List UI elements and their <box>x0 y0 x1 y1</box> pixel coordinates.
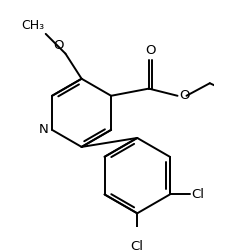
Text: Cl: Cl <box>130 240 143 252</box>
Text: Cl: Cl <box>191 188 203 201</box>
Text: CH₃: CH₃ <box>21 19 44 32</box>
Text: O: O <box>145 44 155 57</box>
Text: N: N <box>38 123 48 136</box>
Text: O: O <box>53 39 63 52</box>
Text: O: O <box>178 89 189 102</box>
